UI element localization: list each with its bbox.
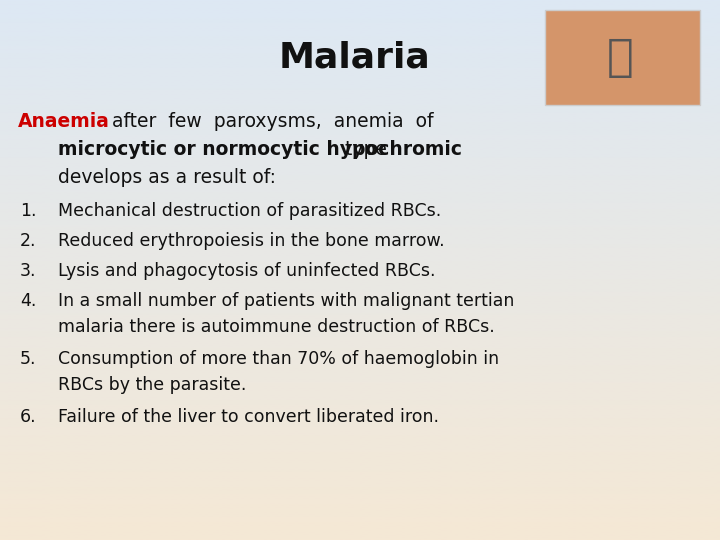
Text: Malaria: Malaria — [279, 40, 431, 74]
Text: 3.: 3. — [20, 262, 37, 280]
FancyBboxPatch shape — [545, 10, 700, 105]
Text: microcytic or normocytic hypochromic: microcytic or normocytic hypochromic — [58, 140, 462, 159]
Text: RBCs by the parasite.: RBCs by the parasite. — [58, 376, 246, 394]
Text: 2.: 2. — [20, 232, 37, 250]
Text: Lysis and phagocytosis of uninfected RBCs.: Lysis and phagocytosis of uninfected RBC… — [58, 262, 436, 280]
Text: malaria there is autoimmune destruction of RBCs.: malaria there is autoimmune destruction … — [58, 318, 495, 336]
Text: In a small number of patients with malignant tertian: In a small number of patients with malig… — [58, 292, 514, 310]
Text: Anaemia: Anaemia — [18, 112, 110, 131]
Text: Mechanical destruction of parasitized RBCs.: Mechanical destruction of parasitized RB… — [58, 202, 441, 220]
Text: after  few  paroxysms,  anemia  of: after few paroxysms, anemia of — [106, 112, 433, 131]
Text: 6.: 6. — [20, 408, 37, 426]
Text: 1.: 1. — [20, 202, 37, 220]
Text: Reduced erythropoiesis in the bone marrow.: Reduced erythropoiesis in the bone marro… — [58, 232, 445, 250]
Text: 4.: 4. — [20, 292, 37, 310]
Text: 5.: 5. — [20, 350, 37, 368]
Text: type: type — [339, 140, 387, 159]
Text: 🦟: 🦟 — [607, 37, 634, 79]
Text: Consumption of more than 70% of haemoglobin in: Consumption of more than 70% of haemoglo… — [58, 350, 499, 368]
Text: Failure of the liver to convert liberated iron.: Failure of the liver to convert liberate… — [58, 408, 439, 426]
Text: develops as a result of:: develops as a result of: — [58, 168, 276, 187]
